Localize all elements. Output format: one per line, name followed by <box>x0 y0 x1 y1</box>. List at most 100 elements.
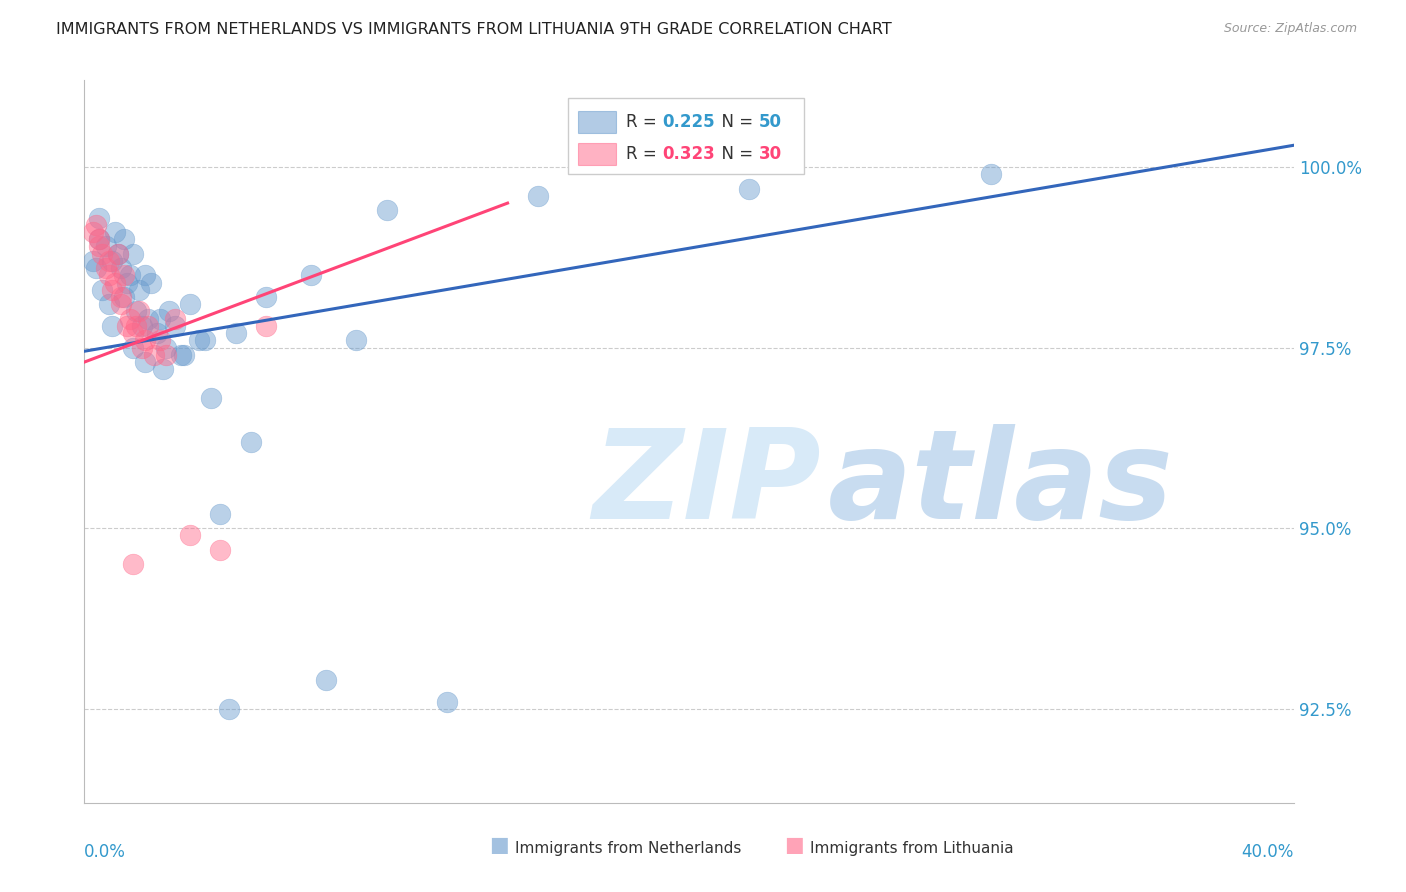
Text: ZIP: ZIP <box>592 425 821 545</box>
Text: 0.0%: 0.0% <box>84 843 127 861</box>
Point <box>738 182 761 196</box>
FancyBboxPatch shape <box>578 143 616 165</box>
Point <box>97 297 120 311</box>
FancyBboxPatch shape <box>568 98 804 174</box>
Text: ■: ■ <box>785 835 804 855</box>
Point <box>527 189 550 203</box>
Point <box>128 283 150 297</box>
Point <box>146 326 169 341</box>
Point <box>97 254 120 268</box>
Point <box>375 203 398 218</box>
Point <box>110 297 132 311</box>
Point <box>121 341 143 355</box>
Point <box>112 232 135 246</box>
Point <box>136 318 159 333</box>
Point <box>155 341 177 355</box>
Point <box>209 507 232 521</box>
Point <box>86 218 108 232</box>
Text: N =: N = <box>710 113 758 131</box>
Point <box>91 283 114 297</box>
Point <box>136 311 159 326</box>
Point <box>254 290 277 304</box>
Point <box>118 311 141 326</box>
Point <box>131 318 153 333</box>
Text: R =: R = <box>626 145 662 163</box>
Point <box>112 290 135 304</box>
Text: IMMIGRANTS FROM NETHERLANDS VS IMMIGRANTS FROM LITHUANIA 9TH GRADE CORRELATION C: IMMIGRANTS FROM NETHERLANDS VS IMMIGRANT… <box>56 22 891 37</box>
Point <box>142 348 165 362</box>
Text: 0.225: 0.225 <box>662 113 716 131</box>
Point <box>100 318 122 333</box>
Point <box>118 268 141 283</box>
Point <box>110 290 132 304</box>
Point <box>179 528 201 542</box>
Text: Source: ZipAtlas.com: Source: ZipAtlas.com <box>1223 22 1357 36</box>
Point <box>179 297 201 311</box>
Text: 30: 30 <box>759 145 782 163</box>
Text: R =: R = <box>626 113 662 131</box>
Point <box>115 318 138 333</box>
Point <box>121 326 143 341</box>
Point <box>82 254 104 268</box>
Point <box>94 239 117 253</box>
Point <box>200 391 222 405</box>
Point <box>89 232 111 246</box>
Point <box>104 225 127 239</box>
Point <box>134 268 156 283</box>
Point <box>104 276 127 290</box>
Point <box>209 543 232 558</box>
Text: ■: ■ <box>489 835 509 855</box>
Text: Immigrants from Lithuania: Immigrants from Lithuania <box>810 841 1014 856</box>
Point <box>131 341 153 355</box>
Text: atlas: atlas <box>828 425 1174 545</box>
Point <box>299 268 322 283</box>
Text: 50: 50 <box>759 113 782 131</box>
Point <box>152 362 174 376</box>
Point <box>121 246 143 260</box>
Point <box>100 283 122 297</box>
Point <box>128 304 150 318</box>
Point <box>134 355 156 369</box>
Point <box>188 334 211 348</box>
Point <box>173 348 195 362</box>
Point <box>100 254 122 268</box>
Point <box>139 276 162 290</box>
Point <box>149 334 172 348</box>
Point <box>165 311 187 326</box>
Point <box>194 334 217 348</box>
Point <box>254 318 277 333</box>
Text: 0.323: 0.323 <box>662 145 716 163</box>
Point <box>149 311 172 326</box>
Point <box>155 348 177 362</box>
Point <box>97 268 120 283</box>
Point <box>218 702 240 716</box>
Point <box>110 261 132 276</box>
Point <box>225 326 247 341</box>
Point <box>980 167 1002 181</box>
Point <box>94 261 117 276</box>
Point <box>115 276 138 290</box>
Point <box>315 673 337 687</box>
Point <box>346 334 368 348</box>
Point <box>121 558 143 572</box>
Point <box>89 232 111 246</box>
Point <box>112 268 135 283</box>
Point <box>170 348 193 362</box>
Point <box>157 304 180 318</box>
Point <box>89 239 111 253</box>
Text: Immigrants from Netherlands: Immigrants from Netherlands <box>515 841 741 856</box>
Point <box>125 318 148 333</box>
Point <box>436 695 458 709</box>
Point <box>134 334 156 348</box>
Point <box>86 261 108 276</box>
Text: 40.0%: 40.0% <box>1241 843 1294 861</box>
Point <box>89 211 111 225</box>
FancyBboxPatch shape <box>578 112 616 133</box>
Point <box>165 318 187 333</box>
Point <box>125 304 148 318</box>
Text: N =: N = <box>710 145 758 163</box>
Point <box>239 434 262 449</box>
Point <box>91 246 114 260</box>
Point <box>107 246 129 260</box>
Point <box>107 246 129 260</box>
